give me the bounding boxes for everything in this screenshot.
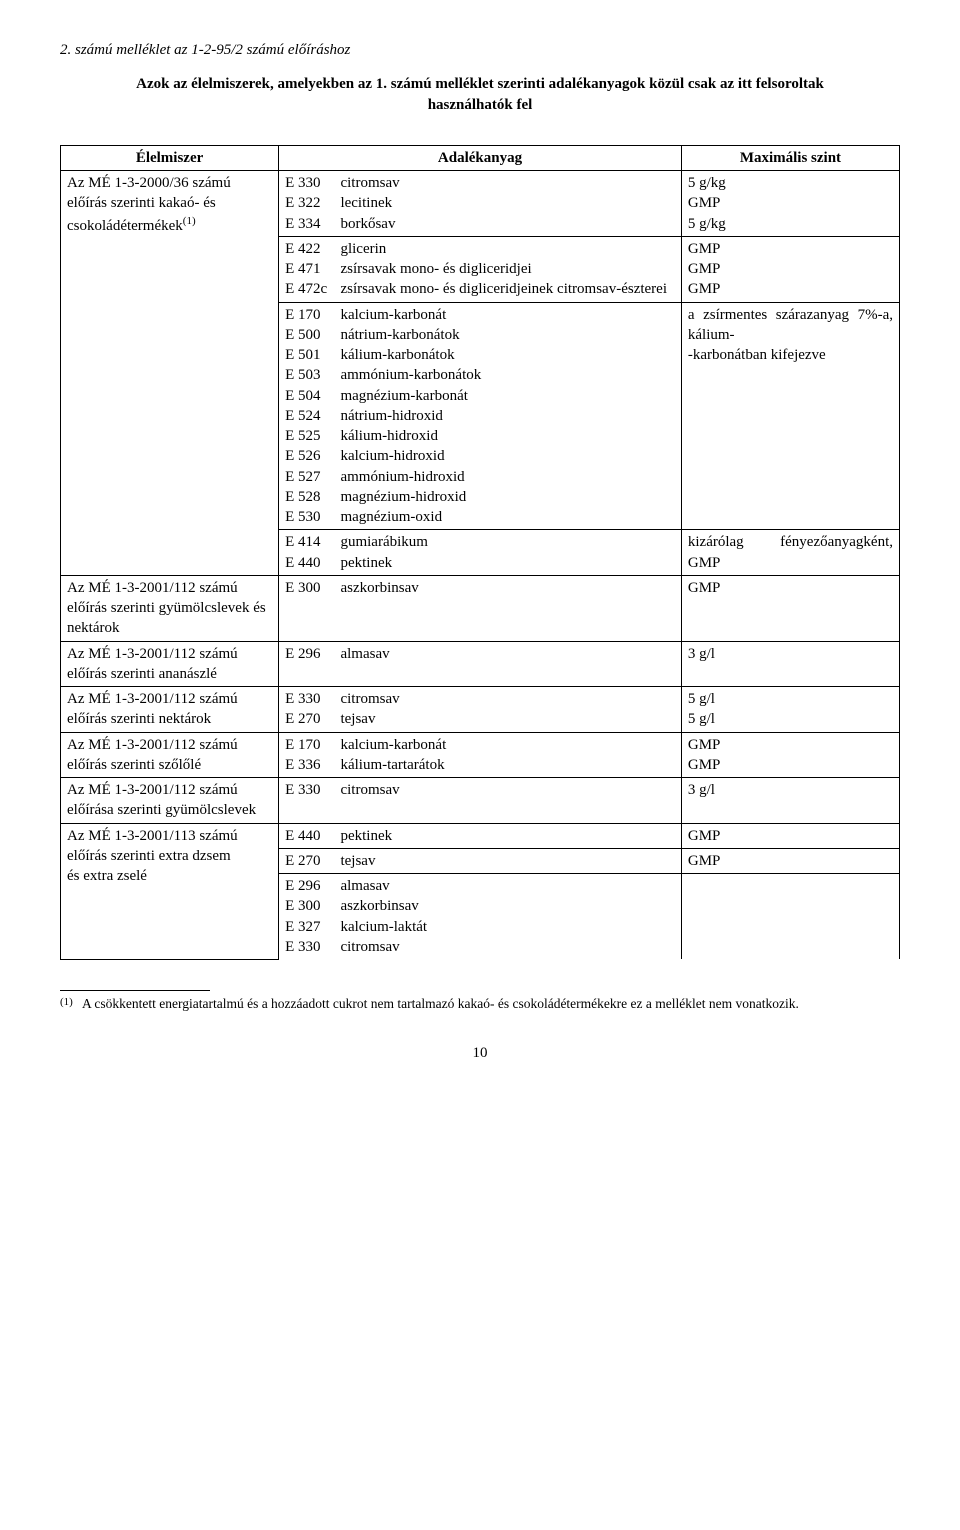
food-cell-cocoa: Az MÉ 1-3-2000/36 számú előírás szerinti… [61, 171, 279, 576]
table-cell: E 296E 300E 327E 330 [279, 874, 335, 960]
table-cell: E 270 [279, 848, 335, 873]
table-cell: 3 g/l [681, 778, 899, 824]
table-cell: GMP [681, 575, 899, 641]
food-cell-jam: Az MÉ 1-3-2001/113 számúelőírás szerinti… [61, 823, 279, 959]
doc-header-ref: 2. számú melléklet az 1-2-95/2 számú elő… [60, 40, 900, 60]
additives-table: ÉlelmiszerAdalékanyagMaximális szint Az … [60, 145, 900, 960]
table-cell: GMPGMPGMP [681, 236, 899, 302]
th-max: Maximális szint [681, 145, 899, 170]
table-cell: E 330E 322E 334 [279, 171, 335, 237]
table-cell: tejsav [334, 848, 681, 873]
table-cell: citromsavlecitinekborkősav [334, 171, 681, 237]
table-cell: E 414E 440 [279, 530, 335, 576]
table-cell: GMP [681, 823, 899, 848]
table-cell: glicerinzsírsavak mono- és digliceridjei… [334, 236, 681, 302]
th-additive: Adalékanyag [279, 145, 682, 170]
table-cell: citromsavtejsav [334, 687, 681, 733]
page-number: 10 [60, 1043, 900, 1063]
table-cell: E 170E 336 [279, 732, 335, 778]
food-cell: Az MÉ 1-3-2001/112 számú előírás szerint… [61, 641, 279, 687]
table-cell: citromsav [334, 778, 681, 824]
food-cell: Az MÉ 1-3-2001/112 számú előírás szerint… [61, 732, 279, 778]
table-cell: gumiarábikumpektinek [334, 530, 681, 576]
doc-title: Azok az élelmiszerek, amelyekben az 1. s… [100, 74, 860, 115]
table-cell: almasav [334, 641, 681, 687]
table-cell: GMP [681, 848, 899, 873]
table-cell: kalcium-karbonátkálium-tartarátok [334, 732, 681, 778]
table-cell: aszkorbinsav [334, 575, 681, 641]
table-cell: E 296 [279, 641, 335, 687]
food-cell: Az MÉ 1-3-2001/112 számú előírás szerint… [61, 687, 279, 733]
food-cell: Az MÉ 1-3-2001/112 számú előírás szerint… [61, 575, 279, 641]
table-cell: pektinek [334, 823, 681, 848]
footnote-separator [60, 990, 210, 991]
food-cell: Az MÉ 1-3-2001/112 számú előírása szerin… [61, 778, 279, 824]
table-cell: 3 g/l [681, 641, 899, 687]
table-cell: kalcium-karbonátnátrium-karbonátokkálium… [334, 302, 681, 530]
footnote-text: A csökkentett energiatartalmú és a hozzá… [82, 995, 900, 1013]
table-cell [681, 874, 899, 960]
table-cell: E 170E 500E 501E 503E 504E 524E 525E 526… [279, 302, 335, 530]
table-cell: 5 g/l5 g/l [681, 687, 899, 733]
table-cell: E 440 [279, 823, 335, 848]
footnote: (1) A csökkentett energiatartalmú és a h… [60, 995, 900, 1013]
table-cell: almasavaszkorbinsavkalcium-laktátcitroms… [334, 874, 681, 960]
table-cell: E 422E 471E 472c [279, 236, 335, 302]
table-cell: GMPGMP [681, 732, 899, 778]
th-food: Élelmiszer [61, 145, 279, 170]
footnote-mark: (1) [60, 995, 82, 1013]
table-cell: 5 g/kgGMP5 g/kg [681, 171, 899, 237]
table-cell: E 330 [279, 778, 335, 824]
table-cell: E 330E 270 [279, 687, 335, 733]
table-cell: kizárólag fényező­anyagként, GMP [681, 530, 899, 576]
table-cell: a zsírmentes száraz­anyag 7%-a, kálium--… [681, 302, 899, 530]
table-cell: E 300 [279, 575, 335, 641]
